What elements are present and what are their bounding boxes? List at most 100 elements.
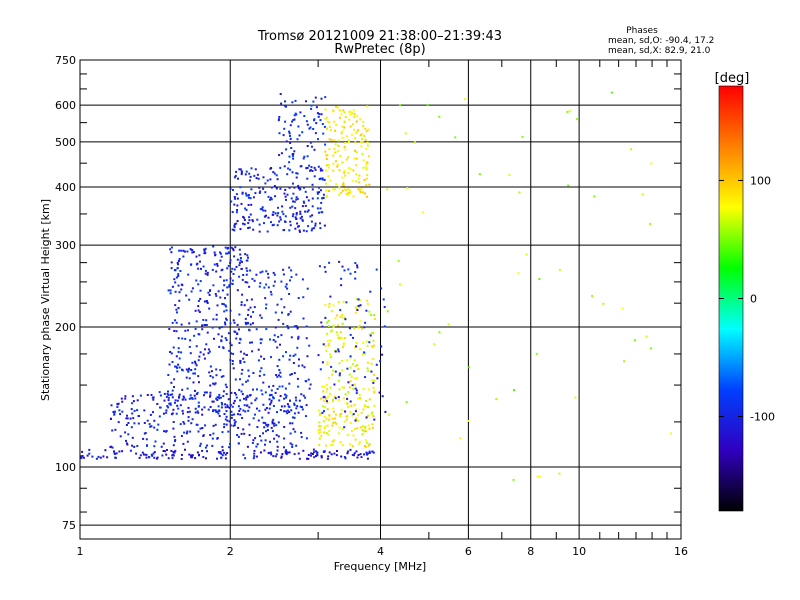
data-point bbox=[344, 188, 346, 191]
data-point bbox=[228, 349, 231, 352]
data-point bbox=[518, 191, 521, 194]
data-point bbox=[280, 152, 283, 155]
data-point bbox=[325, 350, 328, 353]
data-point bbox=[282, 229, 285, 232]
data-point bbox=[295, 176, 298, 179]
data-point bbox=[349, 400, 352, 403]
data-point bbox=[296, 172, 299, 175]
data-point bbox=[350, 168, 353, 171]
data-point bbox=[326, 194, 329, 197]
data-point bbox=[246, 259, 249, 262]
data-point bbox=[365, 168, 368, 171]
data-point bbox=[361, 425, 364, 428]
data-point bbox=[279, 371, 282, 374]
data-point bbox=[380, 287, 383, 290]
data-point bbox=[306, 145, 309, 147]
data-point bbox=[300, 406, 303, 408]
data-point bbox=[351, 445, 354, 448]
data-point bbox=[172, 408, 175, 411]
data-point bbox=[199, 280, 202, 283]
data-point bbox=[328, 190, 331, 192]
data-point bbox=[188, 322, 191, 325]
data-point bbox=[303, 186, 305, 189]
data-point bbox=[364, 425, 367, 428]
data-point bbox=[198, 254, 201, 257]
data-point bbox=[177, 263, 179, 266]
data-point bbox=[397, 260, 400, 262]
data-point bbox=[203, 394, 205, 397]
data-point bbox=[302, 296, 305, 299]
data-point bbox=[349, 333, 352, 336]
data-point bbox=[360, 411, 363, 414]
data-point bbox=[240, 432, 243, 435]
data-point bbox=[253, 306, 256, 309]
data-point bbox=[362, 341, 365, 344]
data-point bbox=[267, 452, 270, 455]
data-point bbox=[174, 290, 177, 293]
data-point bbox=[292, 200, 295, 203]
data-point bbox=[274, 195, 277, 198]
data-point bbox=[318, 191, 321, 194]
data-point bbox=[179, 270, 182, 272]
data-point bbox=[356, 309, 359, 311]
data-point bbox=[325, 196, 328, 198]
data-point bbox=[343, 145, 346, 148]
data-point bbox=[225, 252, 228, 255]
data-point bbox=[130, 426, 133, 429]
data-point bbox=[280, 456, 283, 459]
data-point bbox=[292, 362, 295, 364]
data-point bbox=[267, 286, 270, 289]
data-point bbox=[314, 168, 317, 171]
data-point bbox=[340, 113, 343, 116]
data-point bbox=[352, 123, 354, 126]
data-point bbox=[111, 429, 114, 432]
data-point bbox=[110, 445, 113, 448]
data-point bbox=[399, 283, 401, 286]
data-point bbox=[341, 136, 344, 139]
data-point bbox=[218, 397, 221, 400]
data-point bbox=[301, 205, 304, 208]
data-point bbox=[234, 176, 236, 179]
data-point bbox=[303, 155, 306, 158]
data-point bbox=[171, 361, 174, 363]
data-point bbox=[162, 450, 165, 452]
data-point bbox=[270, 356, 272, 359]
data-point bbox=[121, 400, 124, 403]
data-point bbox=[354, 311, 357, 314]
data-point bbox=[199, 444, 202, 447]
data-point bbox=[176, 261, 179, 264]
data-point bbox=[334, 421, 337, 424]
data-point bbox=[313, 227, 316, 230]
data-point bbox=[230, 246, 233, 249]
data-point bbox=[183, 250, 186, 253]
data-point bbox=[280, 334, 283, 337]
data-point bbox=[326, 340, 329, 343]
data-point bbox=[288, 382, 291, 385]
data-point bbox=[334, 188, 336, 191]
data-point bbox=[344, 410, 347, 413]
data-point bbox=[275, 453, 278, 456]
data-point bbox=[356, 266, 359, 269]
data-point bbox=[353, 454, 355, 457]
data-point bbox=[289, 310, 292, 313]
data-point bbox=[309, 126, 312, 129]
data-point bbox=[227, 430, 230, 433]
data-point bbox=[335, 422, 338, 425]
data-point bbox=[274, 340, 277, 343]
data-point bbox=[365, 416, 368, 419]
data-point bbox=[298, 457, 301, 460]
data-point bbox=[166, 405, 169, 408]
data-point bbox=[148, 456, 151, 459]
data-point bbox=[238, 313, 241, 316]
data-point bbox=[116, 406, 119, 408]
data-point bbox=[293, 402, 296, 405]
data-point bbox=[283, 192, 286, 195]
data-point bbox=[219, 396, 222, 399]
data-point bbox=[332, 421, 335, 424]
data-point bbox=[246, 322, 249, 325]
data-point bbox=[318, 425, 321, 428]
data-point bbox=[237, 435, 240, 438]
data-point bbox=[212, 245, 215, 248]
data-point bbox=[260, 389, 263, 392]
